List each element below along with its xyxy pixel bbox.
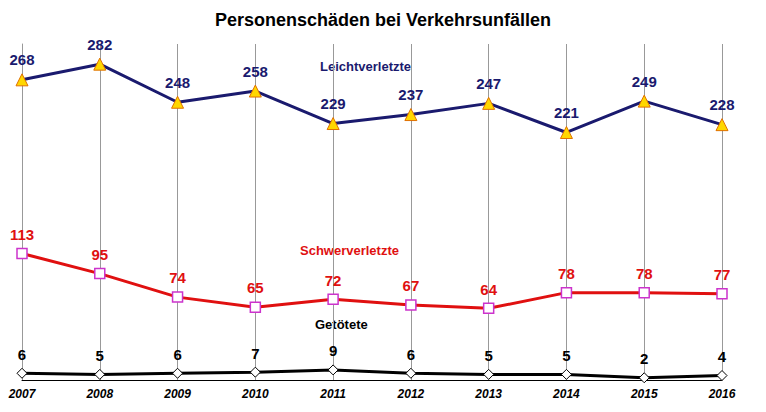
svg-text:74: 74	[169, 269, 186, 286]
svg-text:2008: 2008	[85, 387, 113, 401]
svg-text:78: 78	[558, 265, 575, 282]
svg-text:78: 78	[636, 265, 653, 282]
svg-text:5: 5	[484, 347, 492, 364]
svg-text:2010: 2010	[241, 387, 269, 401]
svg-text:Leichtverletzte: Leichtverletzte	[320, 59, 411, 74]
svg-text:65: 65	[247, 279, 264, 296]
svg-text:2012: 2012	[397, 387, 425, 401]
svg-text:5: 5	[96, 347, 104, 364]
svg-text:237: 237	[398, 86, 423, 103]
svg-text:2011: 2011	[319, 387, 346, 401]
svg-text:2: 2	[640, 350, 648, 367]
svg-text:249: 249	[632, 73, 657, 90]
svg-text:Personenschäden bei Verkehrsun: Personenschäden bei Verkehrsunfällen	[215, 10, 551, 30]
svg-text:282: 282	[87, 36, 112, 53]
svg-text:6: 6	[407, 346, 415, 363]
svg-text:64: 64	[480, 281, 497, 298]
svg-text:2007: 2007	[8, 387, 37, 401]
svg-text:268: 268	[9, 51, 34, 68]
svg-text:Getötete: Getötete	[315, 317, 368, 332]
svg-text:6: 6	[173, 346, 181, 363]
svg-text:248: 248	[165, 74, 190, 91]
svg-text:Schwerverletzte: Schwerverletzte	[300, 243, 399, 258]
svg-text:229: 229	[321, 95, 346, 112]
svg-text:221: 221	[554, 104, 579, 121]
svg-text:247: 247	[476, 75, 501, 92]
svg-text:2014: 2014	[552, 387, 580, 401]
svg-text:2009: 2009	[163, 387, 191, 401]
svg-text:95: 95	[91, 246, 108, 263]
svg-text:2016: 2016	[708, 387, 736, 401]
svg-text:4: 4	[718, 348, 727, 365]
svg-text:6: 6	[18, 346, 26, 363]
svg-text:67: 67	[403, 277, 420, 294]
svg-text:258: 258	[243, 63, 268, 80]
svg-text:5: 5	[562, 347, 570, 364]
svg-text:9: 9	[329, 342, 337, 359]
svg-text:113: 113	[10, 226, 34, 243]
svg-text:2015: 2015	[630, 387, 658, 401]
svg-text:77: 77	[714, 266, 731, 283]
svg-text:2013: 2013	[474, 387, 502, 401]
svg-text:7: 7	[251, 345, 259, 362]
svg-text:228: 228	[709, 96, 734, 113]
svg-text:72: 72	[325, 272, 342, 289]
